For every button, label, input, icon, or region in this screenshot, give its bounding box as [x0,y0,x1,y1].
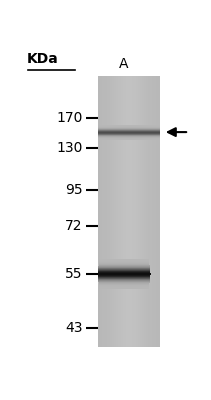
Bar [116,76,117,347]
Bar [129,76,130,347]
Bar [133,76,134,347]
Bar [135,76,136,347]
Text: 170: 170 [56,111,83,125]
Text: 95: 95 [65,182,83,196]
Bar [141,76,142,347]
Bar [130,76,131,347]
Bar [128,76,129,347]
Bar [121,76,122,347]
Bar [109,76,110,347]
Bar [140,76,141,347]
Bar [111,76,112,347]
Bar [156,76,157,347]
Bar [134,76,135,347]
Bar [159,76,160,347]
Bar [152,76,153,347]
Bar [101,76,102,347]
Bar [151,76,152,347]
Bar [113,76,114,347]
Bar [123,76,124,347]
Bar [154,76,155,347]
Bar [125,76,126,347]
Bar [117,76,118,347]
Bar [144,76,145,347]
Bar [148,76,149,347]
Bar [139,76,140,347]
Bar [153,76,154,347]
Bar [99,76,100,347]
Bar [97,76,161,347]
Bar [155,76,156,347]
Bar [160,76,161,347]
Bar [122,76,123,347]
Bar [150,76,151,347]
Bar [120,76,121,347]
Bar [103,76,104,347]
Bar [147,76,148,347]
Bar [119,76,120,347]
Bar [146,76,147,347]
Bar [131,76,132,347]
Bar [126,76,127,347]
Text: 55: 55 [65,266,83,280]
Bar [142,76,143,347]
Text: A: A [119,57,128,71]
Bar [110,76,111,347]
Bar [97,76,98,347]
Bar [100,76,101,347]
Bar [108,76,109,347]
Bar [114,76,115,347]
Bar [115,76,116,347]
Bar [105,76,106,347]
Bar [132,76,133,347]
Bar [143,76,144,347]
Text: 72: 72 [65,219,83,233]
Text: KDa: KDa [27,52,59,66]
Text: 43: 43 [65,321,83,335]
Bar [149,76,150,347]
Bar [124,76,125,347]
Bar [98,76,99,347]
Bar [136,76,137,347]
Bar [157,76,158,347]
Bar [137,76,138,347]
Bar [145,76,146,347]
Bar [118,76,119,347]
Bar [107,76,108,347]
Bar [102,76,103,347]
Bar [106,76,107,347]
Bar [158,76,159,347]
Bar [127,76,128,347]
Bar [138,76,139,347]
Bar [104,76,105,347]
Bar [112,76,113,347]
Text: 130: 130 [56,140,83,154]
